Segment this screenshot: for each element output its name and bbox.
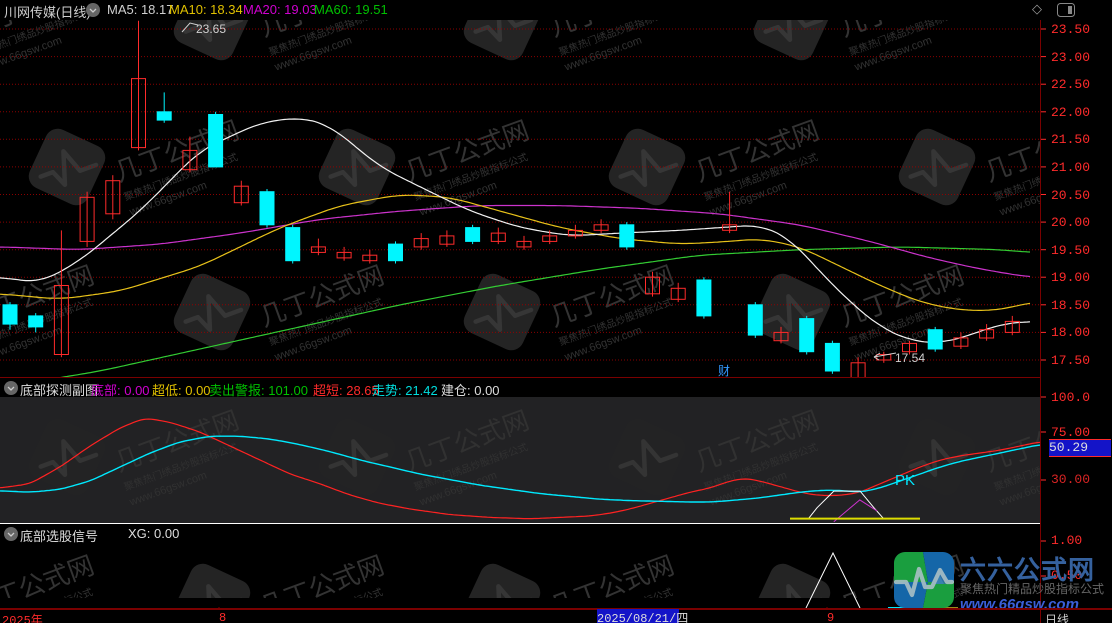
svg-text:PK: PK — [895, 472, 915, 489]
